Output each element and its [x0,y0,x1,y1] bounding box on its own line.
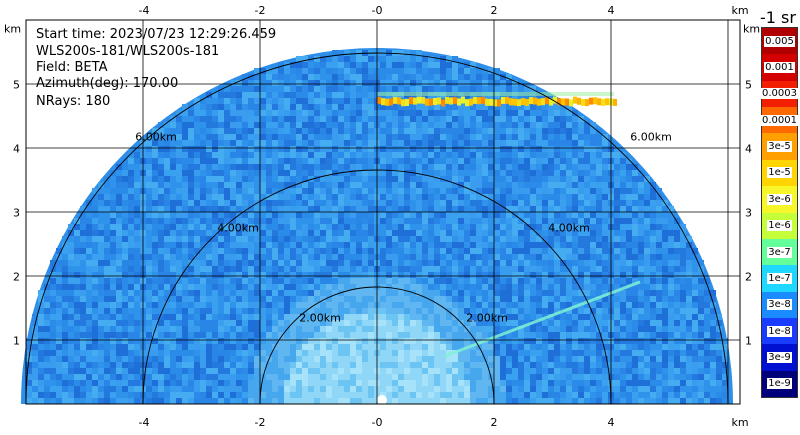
colorbar: 0.005 0.001 0.0003 0.0001 3e-5 1e-5 3e-6 1e-6 3e… [761,27,798,398]
x-tick-bottom-neg4: -4 [138,416,150,429]
x-unit-bottom: km [731,416,749,429]
colorbar-segment: 0.005 [762,28,797,55]
colorbar-segment: 3e-7 [762,238,797,266]
x-tick-bottom-4: 4 [607,416,615,429]
colorbar-label: 3e-9 [767,351,792,363]
colorbar-label: 1e-6 [767,220,792,232]
nrays-label: NRays: 180 [36,94,111,109]
y-tick-right-4: 4 [745,142,752,156]
colorbar-segment: 1e-8 [762,317,797,345]
y-tick-right-3: 3 [745,206,752,220]
y-tick-left-2: 2 [13,270,20,284]
colorbar-segment: 0.001 [762,54,797,81]
y-tick-right-5: 5 [745,78,752,92]
x-tick-bottom-neg2: -2 [254,416,266,429]
colorbar-label: 1e-7 [767,272,792,284]
grid-lines [25,20,740,404]
colorbar-label: 0.0003 [761,88,798,100]
ring-label-6km-left: 6.00km [135,130,177,144]
x-tick-bottom-2: 2 [490,416,498,429]
y-tick-left-5: 5 [13,78,20,92]
colorbar-label: 3e-5 [767,141,792,153]
colorbar-label: 1e-8 [767,325,792,337]
x-tick-top-neg2: -2 [254,4,266,17]
y-tick-left-1: 1 [13,334,20,348]
colorbar-label: 3e-6 [767,193,792,205]
x-tick-top-neg4: -4 [138,4,150,17]
colorbar-segment: 1e-6 [762,212,797,239]
colorbar-segment: 0.0003 [761,80,798,108]
y-tick-left-4: 4 [13,142,20,156]
aerosol-layer [377,96,617,107]
lidar-origin [377,395,387,405]
colorbar-label: 0.0001 [761,114,798,126]
ring-label-6km-right: 6.00km [630,130,672,144]
colorbar-segment: 0.0001 [761,107,798,134]
colorbar-unit: -1 sr [760,8,796,27]
colorbar-segment: 1e-5 [762,159,797,187]
colorbar-label: 1e-9 [767,378,792,390]
ring-label-4km-right: 4.00km [548,221,590,235]
x-tick-top-2: 2 [490,4,498,17]
y-unit-right: km [743,22,761,36]
y-unit-left: km [4,22,22,36]
colorbar-label: 0.005 [764,35,795,47]
colorbar-label: 3e-8 [767,299,792,311]
plot-frame [25,19,741,405]
ring-label-2km-left: 2.00km [299,311,341,325]
colorbar-label: 1e-5 [767,167,792,179]
ring-label-4km-left: 4.00km [217,221,259,235]
y-tick-left-3: 3 [13,206,20,220]
azimuth-label: Azimuth(deg): 170.00 [36,76,179,91]
colorbar-segment: 3e-9 [762,344,797,371]
colorbar-segment: 1e-7 [762,265,797,292]
colorbar-segment: 3e-5 [762,133,797,160]
scan-field [21,48,733,404]
colorbar-segment: 3e-8 [762,291,797,318]
x-unit-top: km [731,4,749,17]
colorbar-label: 0.001 [764,62,795,74]
x-tick-top-0: -0 [371,4,383,17]
start-time-label: Start time: 2023/07/23 12:29:26.459 [36,27,277,42]
x-tick-bottom-0: -0 [371,416,383,429]
y-tick-right-2: 2 [745,270,752,284]
ring-label-2km-right: 2.00km [466,311,508,325]
field-label: Field: BETA [36,60,108,75]
y-tick-right-1: 1 [745,334,752,348]
colorbar-label: 3e-7 [767,246,792,258]
colorbar-segment: 3e-6 [762,186,797,213]
range-rings [25,52,729,405]
aerosol-layer-halo [377,92,614,96]
x-tick-top-4: 4 [607,4,615,17]
colorbar-segment: 1e-9 [762,370,797,398]
instrument-label: WLS200s-181/WLS200s-181 [36,44,220,59]
